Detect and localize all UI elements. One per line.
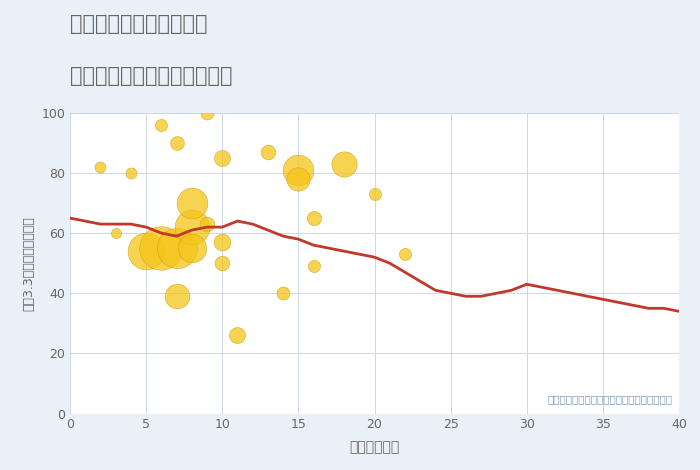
Text: 築年数別中古マンション価格: 築年数別中古マンション価格 [70,66,232,86]
Point [171,139,182,147]
Point [217,238,228,246]
Point [293,175,304,183]
Point [202,109,213,117]
Point [125,169,136,177]
Point [202,220,213,228]
Point [399,251,410,258]
X-axis label: 築年数（年）: 築年数（年） [349,440,400,454]
Point [308,214,319,222]
Point [156,244,167,252]
Point [277,290,289,297]
Point [186,199,197,207]
Point [339,160,350,168]
Point [369,190,380,198]
Point [186,223,197,231]
Point [217,259,228,267]
Point [217,154,228,162]
Point [186,244,197,252]
Point [171,244,182,252]
Point [95,163,106,171]
Point [156,121,167,129]
Point [308,262,319,270]
Text: 三重県松阪市飯高町加波: 三重県松阪市飯高町加波 [70,14,207,34]
Point [171,292,182,300]
Point [110,229,121,237]
Point [232,332,243,339]
Point [262,148,274,156]
Point [141,247,152,255]
Text: 円の大きさは、取引のあった物件面積を示す: 円の大きさは、取引のあった物件面積を示す [548,395,673,405]
Point [293,166,304,174]
Y-axis label: 平（3.3㎡）単価（万円）: 平（3.3㎡）単価（万円） [22,216,36,311]
